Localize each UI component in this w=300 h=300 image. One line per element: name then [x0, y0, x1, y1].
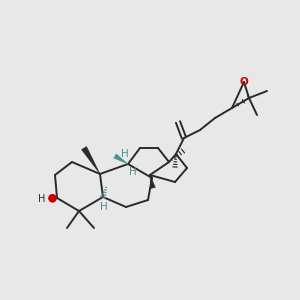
Text: H: H	[121, 149, 129, 159]
Text: H: H	[38, 194, 46, 204]
Text: H: H	[129, 167, 137, 177]
Text: H: H	[100, 202, 108, 212]
Polygon shape	[114, 154, 128, 164]
Polygon shape	[81, 146, 100, 174]
Text: O: O	[48, 194, 56, 204]
Polygon shape	[150, 175, 155, 189]
Text: O: O	[240, 77, 248, 87]
